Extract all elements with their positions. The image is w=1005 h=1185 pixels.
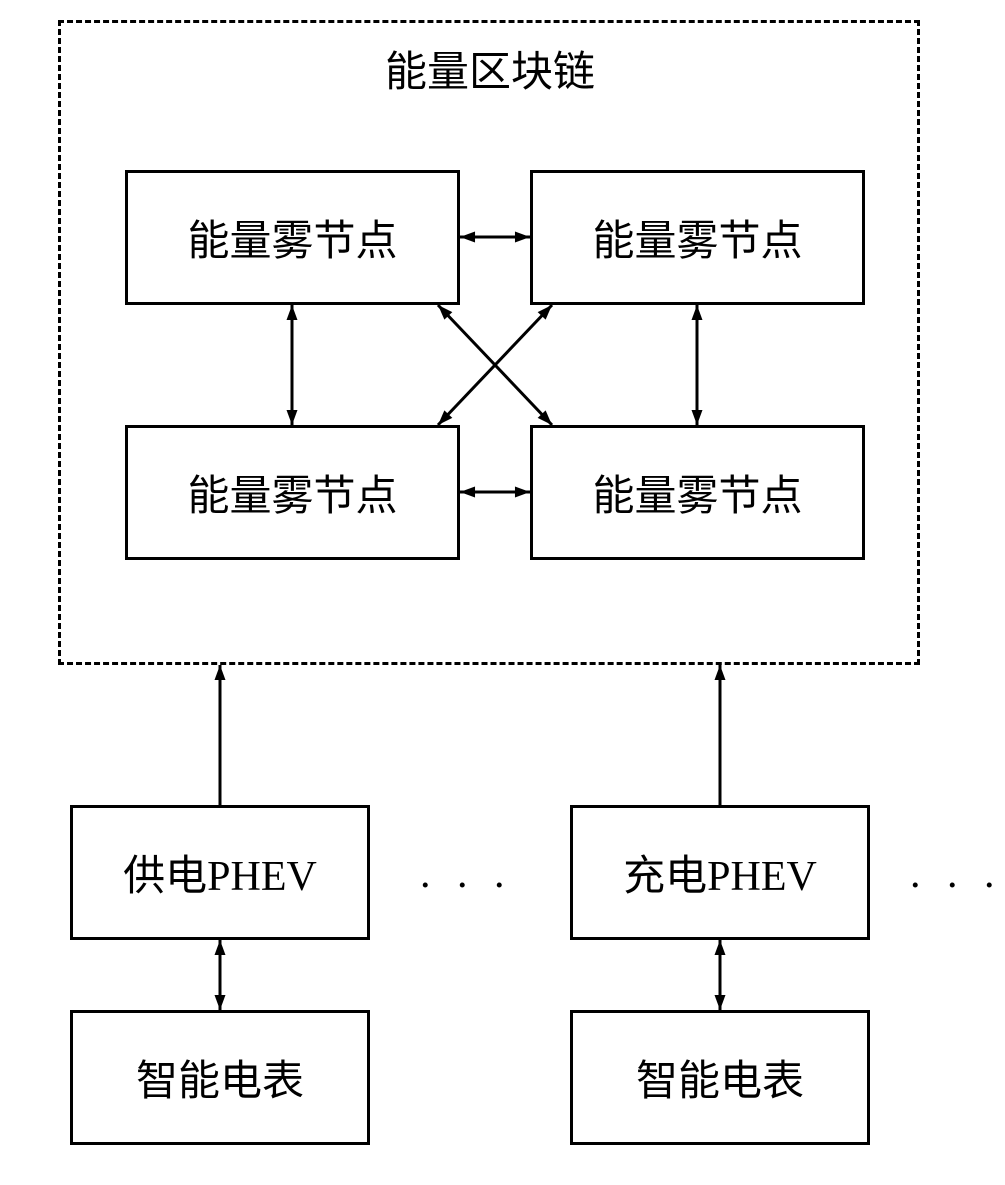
smart-meter-right-node: 智能电表 [570, 1010, 870, 1145]
ellipsis-center: . . . [420, 850, 513, 898]
smart-meter-label: 智能电表 [636, 1047, 804, 1108]
fog-node-label: 能量雾节点 [187, 207, 397, 268]
diagram-canvas: 能量区块链 能量雾节点 能量雾节点 能量雾节点 能量雾节点 供电PHEV 充电P… [0, 0, 1005, 1185]
fog-node-top-left: 能量雾节点 [125, 170, 460, 305]
charge-phev-node: 充电PHEV [570, 805, 870, 940]
fog-node-label: 能量雾节点 [592, 207, 802, 268]
fog-node-bottom-left: 能量雾节点 [125, 425, 460, 560]
fog-node-label: 能量雾节点 [187, 462, 397, 523]
smart-meter-left-node: 智能电表 [70, 1010, 370, 1145]
smart-meter-label: 智能电表 [136, 1047, 304, 1108]
charge-phev-label: 充电PHEV [623, 842, 817, 903]
supply-phev-node: 供电PHEV [70, 805, 370, 940]
fog-node-label: 能量雾节点 [592, 462, 802, 523]
diagram-title: 能量区块链 [300, 38, 680, 99]
blockchain-container [58, 20, 920, 665]
supply-phev-label: 供电PHEV [123, 842, 317, 903]
ellipsis-right: . . . [910, 850, 1003, 898]
fog-node-top-right: 能量雾节点 [530, 170, 865, 305]
fog-node-bottom-right: 能量雾节点 [530, 425, 865, 560]
